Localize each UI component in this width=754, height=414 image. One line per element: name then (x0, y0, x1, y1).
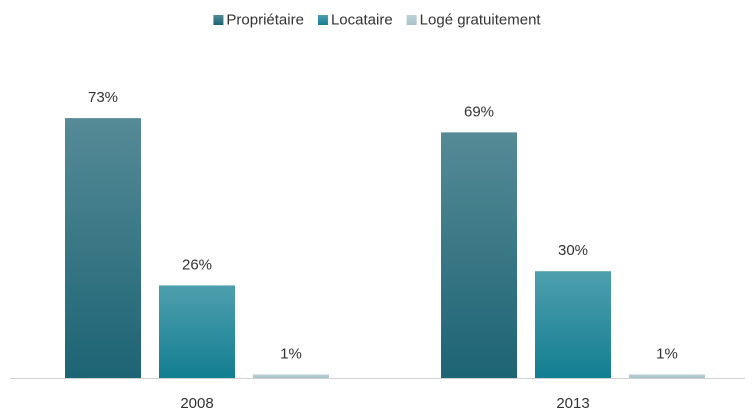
bar (441, 132, 517, 378)
legend-label: Logé gratuitement (420, 11, 542, 28)
legend-swatch (317, 15, 328, 25)
bar (629, 374, 705, 378)
value-label: 69% (464, 103, 494, 120)
value-label: 73% (88, 89, 118, 106)
value-label: 1% (280, 345, 302, 362)
x-tick-label: 2013 (556, 395, 589, 412)
x-tick-label: 2008 (180, 395, 213, 412)
legend-swatch (213, 15, 224, 25)
legend-label: Locataire (331, 11, 393, 28)
bar (253, 374, 329, 378)
bar (65, 118, 141, 379)
value-label: 30% (558, 242, 588, 259)
value-label: 26% (182, 256, 212, 273)
value-label: 1% (656, 345, 678, 362)
bar (535, 271, 611, 378)
legend-swatch (406, 15, 417, 25)
legend-label: Propriétaire (226, 11, 304, 28)
bar (159, 285, 235, 378)
